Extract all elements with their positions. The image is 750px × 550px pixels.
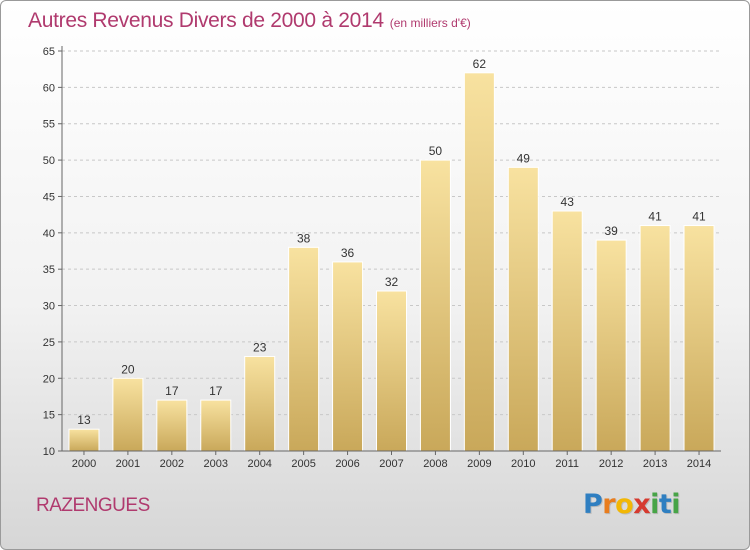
data-label: 32 — [385, 275, 399, 289]
data-label: 17 — [209, 384, 223, 398]
x-tick-label: 2008 — [423, 458, 447, 470]
data-label: 23 — [253, 340, 267, 354]
x-tick-label: 2001 — [116, 458, 140, 470]
y-tick-label: 35 — [43, 264, 55, 276]
logo-letter: r — [602, 489, 616, 520]
data-label: 39 — [604, 224, 618, 238]
logo-letter: P — [583, 489, 603, 520]
y-tick-label: 15 — [43, 410, 55, 422]
logo-letter: i — [650, 489, 659, 520]
data-label: 49 — [517, 151, 531, 165]
x-tick-label: 2014 — [687, 458, 711, 470]
data-label: 17 — [165, 384, 179, 398]
x-tick-label: 2007 — [379, 458, 403, 470]
bar-2011 — [551, 210, 583, 452]
data-label: 50 — [429, 144, 443, 158]
bars — [68, 72, 715, 452]
bar-2012 — [595, 239, 627, 452]
x-axis-ticks: 2000 2001 2002 2003 2004 2005 2006 2007 2008 2009… — [72, 451, 711, 470]
data-label: 43 — [561, 195, 575, 209]
x-tick-label: 2009 — [467, 458, 491, 470]
bar-2005 — [288, 246, 320, 452]
y-tick-label: 30 — [43, 301, 55, 313]
data-labels: 13 20 17 17 23 38 36 32 50 62 49 43 39 41 41 — [77, 57, 706, 427]
bar-2006 — [332, 261, 364, 452]
commune-name: RAZENGUES — [36, 495, 150, 516]
x-tick-label: 2010 — [511, 458, 535, 470]
y-tick-label: 65 — [43, 46, 55, 58]
logo-letter: x — [633, 489, 651, 520]
x-tick-label: 2004 — [247, 458, 271, 470]
bar-2002 — [156, 399, 188, 452]
x-tick-label: 2005 — [291, 458, 315, 470]
y-tick-label: 60 — [43, 82, 55, 94]
data-label: 13 — [77, 413, 91, 427]
y-tick-label: 45 — [43, 191, 55, 203]
y-tick-label: 20 — [43, 373, 55, 385]
y-tick-label: 55 — [43, 119, 55, 131]
data-label: 36 — [341, 246, 355, 260]
logo-letter: o — [615, 489, 634, 520]
y-tick-label: 50 — [43, 155, 55, 167]
bar-2001 — [112, 377, 144, 452]
x-tick-label: 2011 — [555, 458, 579, 470]
y-tick-label: 10 — [43, 446, 55, 458]
x-tick-label: 2002 — [160, 458, 184, 470]
y-tick-label: 40 — [43, 228, 55, 240]
data-label: 38 — [297, 231, 311, 245]
bar-2014 — [683, 225, 715, 452]
data-label: 20 — [121, 362, 135, 376]
bar-2003 — [200, 399, 232, 452]
bar-2010 — [507, 166, 539, 452]
y-axis-ticks: 10 15 20 25 30 35 40 45 50 55 60 65 — [43, 46, 62, 458]
data-label: 62 — [473, 57, 487, 71]
data-label: 41 — [692, 210, 706, 224]
x-tick-label: 2013 — [643, 458, 667, 470]
chart-subtitle: (en milliers d'€) — [389, 16, 471, 30]
bar-2013 — [639, 225, 671, 452]
logo-letter: i — [671, 489, 681, 520]
bar-2009 — [463, 72, 495, 452]
data-label: 41 — [648, 210, 662, 224]
x-tick-label: 2012 — [599, 458, 623, 470]
x-tick-label: 2006 — [335, 458, 359, 470]
bar-2000 — [68, 428, 100, 452]
x-tick-label: 2000 — [72, 458, 96, 470]
proxiti-logo[interactable]: Proxiti — [583, 489, 681, 520]
y-tick-label: 25 — [43, 337, 55, 349]
title-row: Autres Revenus Divers de 2000 à 2014 (en … — [28, 9, 471, 33]
chart-title: Autres Revenus Divers de 2000 à 2014 — [28, 9, 384, 32]
bar-2008 — [419, 159, 451, 452]
bar-2004 — [244, 355, 276, 452]
bar-2007 — [376, 290, 407, 452]
logo-letter: t — [658, 489, 672, 520]
x-tick-label: 2003 — [204, 458, 228, 470]
